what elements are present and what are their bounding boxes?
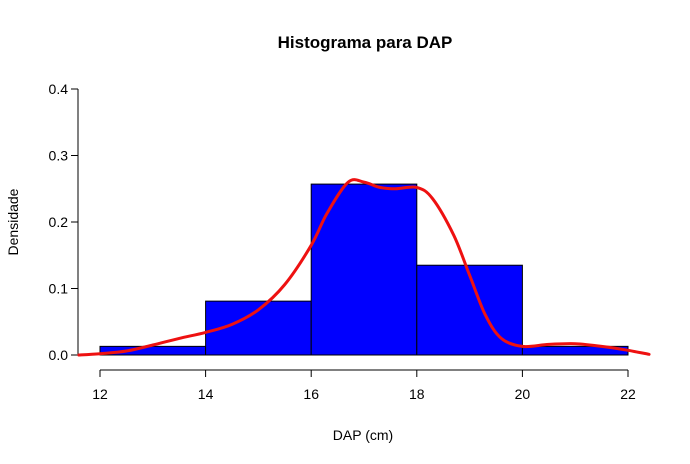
x-axis: 12 14 16 18 20 22 <box>92 369 636 402</box>
x-tick-label: 22 <box>620 386 636 402</box>
density-curve-group <box>77 178 651 357</box>
x-tick-label: 14 <box>198 386 214 402</box>
y-tick-label: 0.4 <box>49 81 69 97</box>
chart-title: Histograma para DAP <box>278 33 453 52</box>
histogram-bar <box>310 183 418 356</box>
bars-group <box>99 183 629 356</box>
y-tick-label: 0.0 <box>49 347 69 363</box>
x-tick-label: 18 <box>409 386 425 402</box>
y-tick-label: 0.2 <box>49 214 69 230</box>
y-axis: 0.0 0.1 0.2 0.3 0.4 <box>49 81 79 363</box>
x-tick-label: 20 <box>515 386 531 402</box>
y-tick-label: 0.1 <box>49 281 69 297</box>
x-tick-label: 16 <box>303 386 319 402</box>
y-tick-label: 0.3 <box>49 148 69 164</box>
x-tick-label: 12 <box>92 386 108 402</box>
density-curve <box>77 178 651 357</box>
y-axis-label: Densidade <box>5 188 21 255</box>
x-axis-label: DAP (cm) <box>333 427 393 443</box>
